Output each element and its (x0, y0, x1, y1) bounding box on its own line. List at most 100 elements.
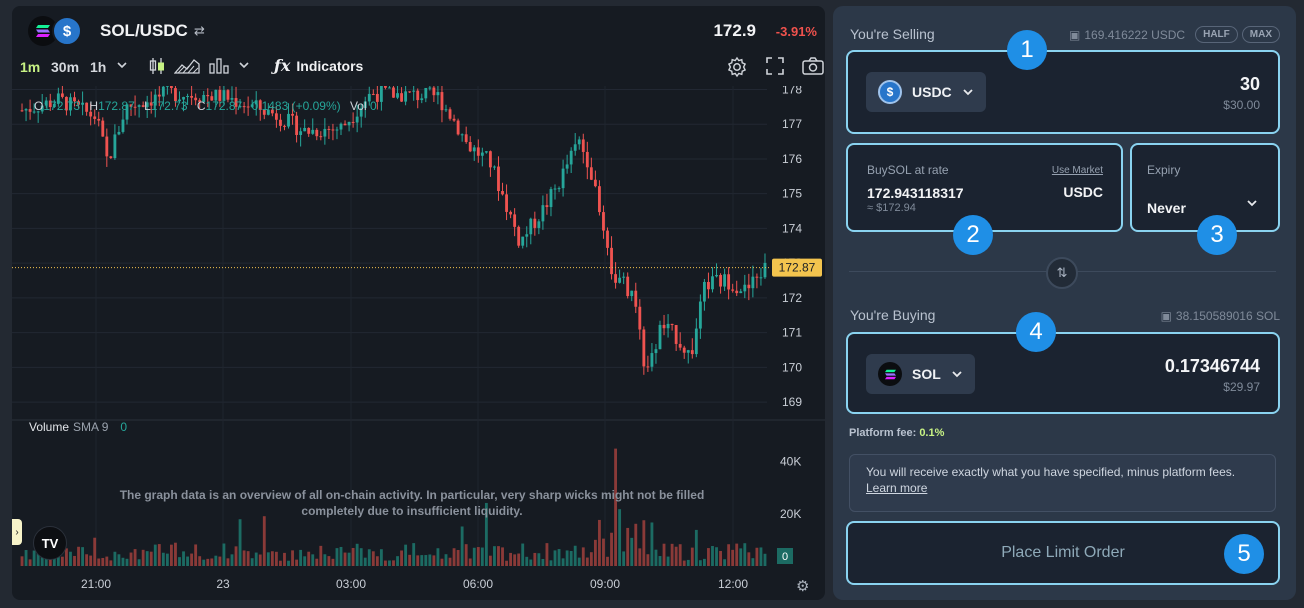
volume-bar (497, 546, 500, 566)
current-volume-label: 0 (782, 551, 788, 563)
area-chart-icon[interactable] (173, 56, 200, 79)
price-axis-label: 169 (782, 395, 802, 409)
volume-bar (529, 559, 533, 566)
selling-token-selector[interactable]: $ USDC (866, 72, 986, 112)
platform-fee: Platform fee: 0.1% (849, 427, 944, 439)
candle-body (674, 325, 678, 344)
candle-body (464, 134, 468, 143)
volume-bar (416, 555, 420, 566)
tradingview-logo[interactable]: TV (33, 526, 67, 560)
candle-body (174, 88, 177, 102)
gear-icon[interactable] (726, 56, 748, 81)
volume-bar (81, 547, 85, 566)
timeframe-1m[interactable]: 1m (20, 59, 41, 75)
place-limit-order-button[interactable]: Place Limit Order (846, 521, 1280, 585)
volume-bar (715, 547, 718, 566)
candle-body (307, 127, 311, 134)
volume-bar (105, 556, 109, 566)
volume-bar (674, 546, 678, 566)
camera-icon[interactable] (801, 56, 825, 79)
timeframe-30m[interactable]: 30m (51, 59, 80, 75)
pair-title[interactable]: SOL/USDC (100, 21, 188, 40)
current-price: 172.9 (713, 21, 756, 40)
candle-body (101, 120, 105, 137)
price-change: -3.91% (775, 24, 817, 39)
volume-bar (460, 526, 464, 566)
volume-bar (428, 554, 432, 566)
candle-body (214, 89, 218, 101)
half-button[interactable]: HALF (1195, 26, 1238, 43)
rate-usd: ≈ $172.94 (867, 202, 916, 214)
volume-bar (678, 544, 682, 566)
candle-body (351, 121, 355, 123)
volume-bar (149, 551, 153, 566)
rate-input[interactable]: 172.943118317 (867, 185, 964, 201)
bars-icon[interactable] (208, 56, 230, 79)
candle-body (48, 100, 52, 108)
chevron-down-icon[interactable] (116, 58, 128, 75)
current-volume-tag (777, 548, 793, 564)
volume-bar (206, 558, 210, 566)
expiry-value: Never (1147, 200, 1186, 216)
volume-bar (517, 553, 521, 566)
volume-bar (698, 560, 702, 566)
candle-body (557, 188, 561, 190)
volume-bar (230, 554, 234, 566)
expiry-box[interactable]: Expiry Never (1130, 143, 1280, 232)
buying-token-selector[interactable]: SOL (866, 354, 975, 394)
candle-body (36, 111, 40, 113)
volume-bar (642, 520, 646, 566)
chart-toolbar: 1m 30m 1h ƒx Indicators (12, 56, 825, 80)
candle-body (250, 104, 254, 107)
candle-body (291, 113, 294, 116)
axis-settings-icon[interactable]: ⚙ (796, 578, 810, 595)
candle-body (589, 167, 593, 180)
volume-bar (165, 553, 169, 566)
chevron-down-icon (963, 89, 973, 96)
volume-bar (743, 543, 747, 566)
ohlc-vol: 0 (370, 99, 377, 113)
candle-body (165, 86, 169, 87)
candle-body (303, 127, 307, 132)
chevron-down-icon (1247, 200, 1257, 207)
fullscreen-icon[interactable] (765, 56, 785, 79)
learn-more-link[interactable]: Learn more (866, 481, 928, 495)
volume-bar (622, 551, 626, 566)
volume-bar (396, 556, 399, 566)
candle-body (602, 212, 605, 231)
notice-text: You will receive exactly what you have s… (866, 465, 1236, 479)
volume-bar (262, 516, 266, 566)
indicators-button[interactable]: ƒx Indicators (274, 56, 363, 75)
flip-direction-button[interactable]: ⇅ (1046, 257, 1078, 289)
max-button[interactable]: MAX (1241, 26, 1280, 43)
volume-bar (141, 549, 145, 566)
timeframe-1h[interactable]: 1h (90, 59, 107, 75)
volume-bar (254, 552, 258, 566)
volume-bar (384, 560, 387, 566)
candle-body (129, 104, 133, 107)
ohlc-high: 172.87 (98, 99, 135, 113)
candle-body (480, 152, 484, 156)
volume-bar (274, 551, 278, 566)
price-chart[interactable]: 17817717617517417317217117016921:002303:… (12, 86, 825, 600)
candles-icon[interactable] (148, 56, 166, 79)
volume-bar (266, 552, 270, 566)
buying-token-label: SOL (912, 366, 941, 382)
selling-label: You're Selling (850, 26, 935, 42)
candle-body (702, 281, 706, 302)
volume-bar (198, 556, 202, 566)
candle-body (622, 276, 626, 278)
collapse-tab[interactable]: › (12, 519, 22, 545)
chevron-down-icon[interactable] (238, 58, 250, 75)
candle-body (707, 281, 710, 290)
selling-amount-input[interactable]: 30 (1239, 74, 1260, 94)
volume-bar (424, 555, 428, 566)
candle-body (460, 134, 464, 136)
candle-body (581, 139, 585, 152)
use-market-link[interactable]: Use Market (1051, 165, 1103, 176)
ohlc-close: 172.87 (205, 99, 243, 113)
volume-bar (20, 556, 24, 566)
swap-pair-icon[interactable]: ⇄ (194, 23, 205, 38)
limit-order-panel: You're Selling ▣ 169.416222 USDC HALF MA… (833, 6, 1296, 600)
volume-bar (456, 550, 460, 566)
